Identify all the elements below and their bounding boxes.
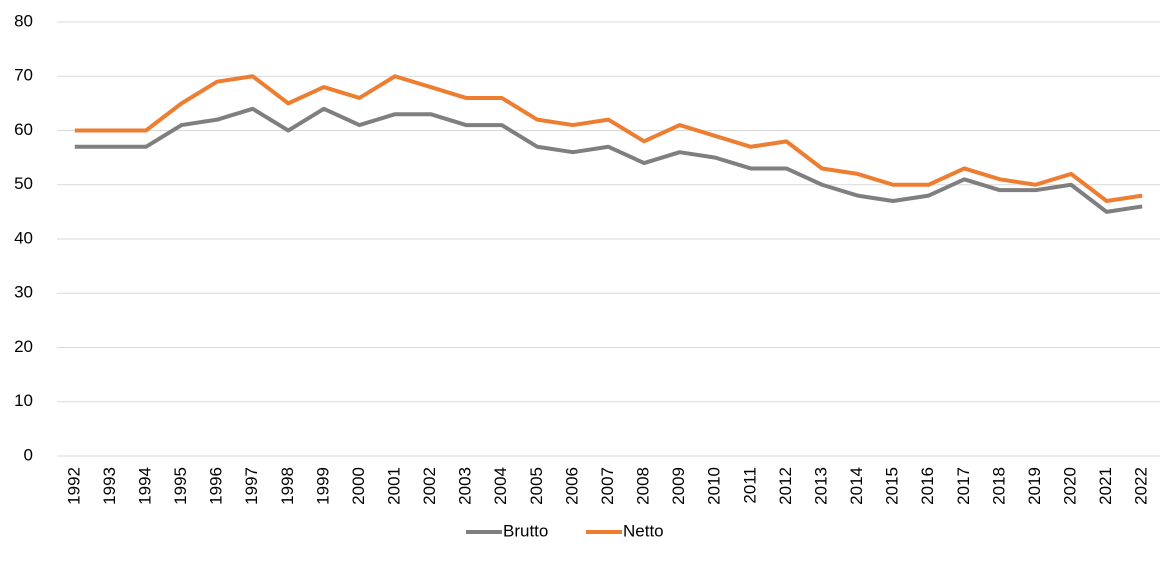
x-tick-label: 2010 <box>705 467 724 505</box>
y-tick-label: 80 <box>14 11 33 30</box>
series-line <box>74 74 1143 204</box>
x-tick-label: 2000 <box>349 467 368 505</box>
y-tick-label: 70 <box>14 66 33 85</box>
series-line <box>74 106 1143 214</box>
x-tick-label: 2020 <box>1061 467 1080 505</box>
x-tick-label: 2019 <box>1025 467 1044 505</box>
x-tick-label: 1998 <box>278 467 297 505</box>
legend-label: Netto <box>623 521 664 540</box>
x-tick-label: 1994 <box>135 467 154 505</box>
x-tick-label: 1993 <box>100 467 119 505</box>
legend-label: Brutto <box>503 521 548 540</box>
x-tick-label: 2015 <box>883 467 902 505</box>
x-tick-label: 2017 <box>954 467 973 505</box>
x-tick-label: 2002 <box>420 467 439 505</box>
x-tick-label: 1996 <box>207 467 226 505</box>
x-tick-label: 1992 <box>64 467 83 505</box>
x-tick-label: 2018 <box>989 467 1008 505</box>
x-tick-label: 2009 <box>669 467 688 505</box>
x-tick-label: 1997 <box>242 467 261 505</box>
x-tick-label: 2012 <box>776 467 795 505</box>
x-tick-label: 2004 <box>491 467 510 505</box>
y-tick-label: 60 <box>14 120 33 139</box>
x-tick-label: 2007 <box>598 467 617 505</box>
x-tick-label: 2006 <box>562 467 581 505</box>
x-tick-label: 2001 <box>385 467 404 505</box>
x-tick-label: 2005 <box>527 467 546 505</box>
x-tick-label: 2013 <box>811 467 830 505</box>
x-tick-label: 1999 <box>313 467 332 505</box>
x-tick-label: 2014 <box>847 467 866 505</box>
y-tick-label: 20 <box>14 337 33 356</box>
y-tick-label: 50 <box>14 174 33 193</box>
x-tick-label: 2016 <box>918 467 937 505</box>
x-tick-label: 2003 <box>456 467 475 505</box>
y-tick-label: 40 <box>14 228 33 247</box>
y-tick-label: 10 <box>14 391 33 410</box>
x-tick-label: 2008 <box>634 467 653 505</box>
y-tick-label: 30 <box>14 283 33 302</box>
x-tick-label: 2021 <box>1096 467 1115 505</box>
x-tick-label: 2022 <box>1132 467 1151 505</box>
y-tick-label: 0 <box>24 445 33 464</box>
x-tick-label: 1995 <box>171 467 190 505</box>
x-tick-label: 2011 <box>740 467 759 504</box>
